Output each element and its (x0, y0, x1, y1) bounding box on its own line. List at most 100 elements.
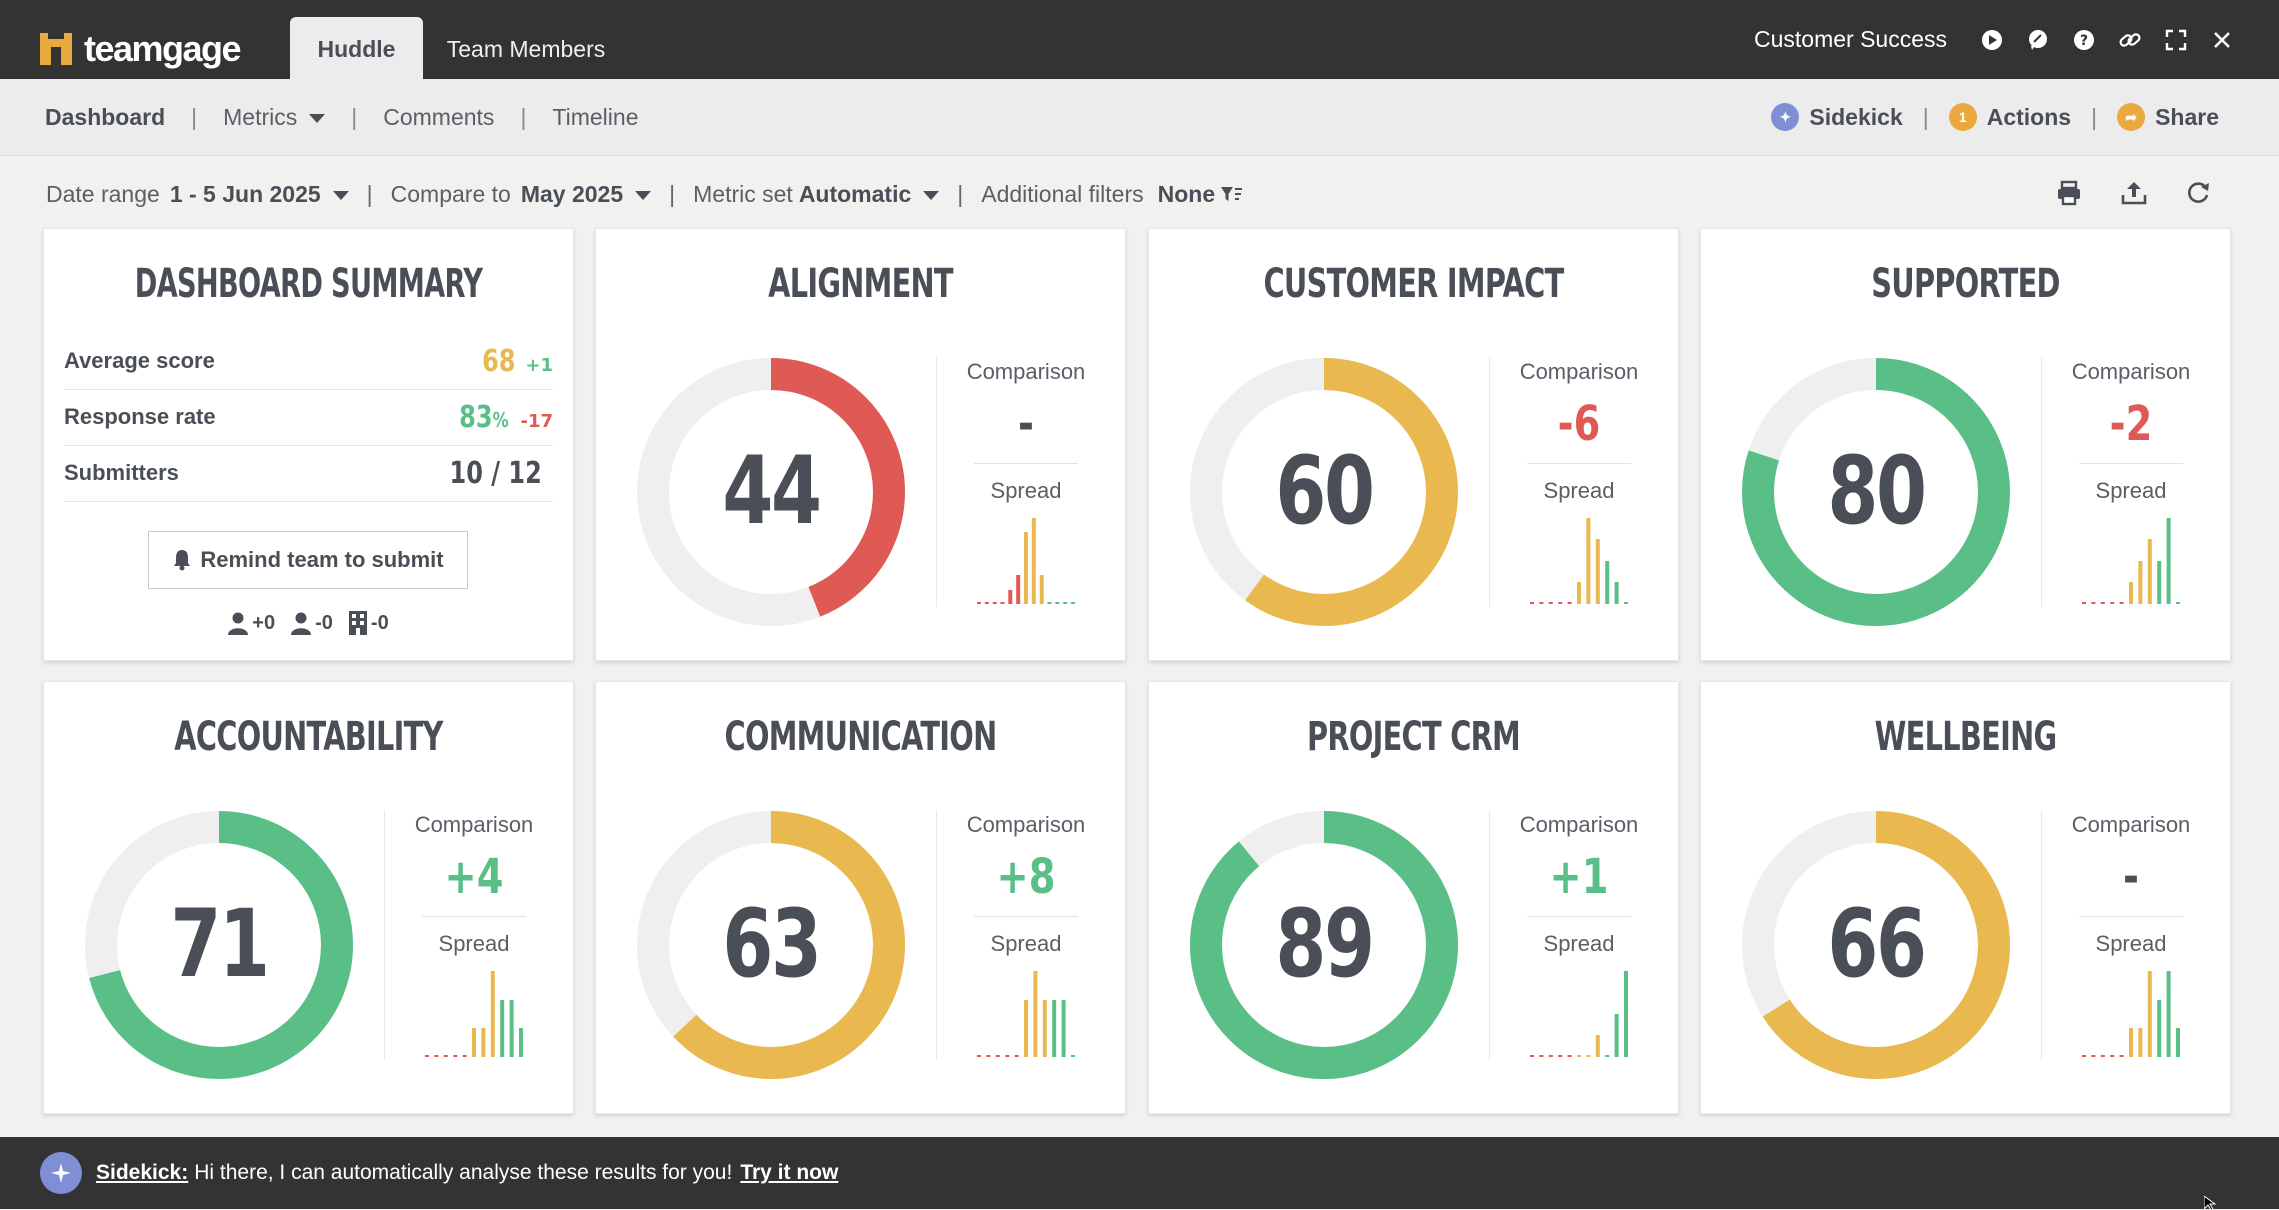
try-it-now-link[interactable]: Try it now (740, 1161, 839, 1184)
nav-dashboard[interactable]: Dashboard (45, 103, 166, 130)
card-divider (2041, 810, 2042, 1060)
spread-bar (1558, 602, 1563, 604)
metric-title: ACCOUNTABILITY (174, 714, 443, 760)
svg-text:?: ? (2080, 33, 2088, 49)
nav-comments[interactable]: Comments (383, 103, 495, 130)
submission-mini-stats: +0 -0 -0 (44, 611, 573, 635)
share-button[interactable]: ➦ Share (2117, 103, 2219, 131)
spread-bar (1586, 1055, 1591, 1057)
metric-card-alignment[interactable]: ALIGNMENT 44 Comparison - Spread (595, 228, 1126, 661)
chevron-down-icon (635, 190, 652, 200)
comparison-label: Comparison (1519, 812, 1639, 837)
spread-bar (977, 1055, 981, 1057)
spread-bar (977, 602, 981, 604)
tab-team-members[interactable]: Team Members (446, 36, 606, 62)
compare-label: Compare to (390, 180, 511, 207)
metric-card-project-crm[interactable]: PROJECT CRM 89 Comparison +1 Spread (1148, 681, 1679, 1114)
spread-bar (1614, 582, 1619, 604)
user-icon (291, 612, 312, 635)
fullscreen-icon[interactable] (2163, 27, 2189, 53)
print-icon[interactable] (2055, 179, 2083, 207)
tab-huddle[interactable]: Huddle (290, 17, 423, 79)
metric-card-wellbeing[interactable]: WELLBEING 66 Comparison - Spread (1700, 681, 2231, 1114)
spread-bar (1577, 582, 1581, 604)
score-donut (1742, 358, 2010, 626)
spread-bar (2138, 1028, 2143, 1057)
play-icon[interactable] (1979, 27, 2005, 53)
spread-bar (1033, 971, 1038, 1057)
additional-filters-select[interactable]: None (1144, 181, 1244, 208)
remind-team-button[interactable]: Remind team to submit (148, 531, 468, 589)
link-icon[interactable] (2117, 27, 2143, 53)
spread-bar (2119, 602, 2124, 604)
export-icon[interactable] (2120, 179, 2148, 207)
card-divider (384, 810, 385, 1060)
date-range-select[interactable]: 1 - 5 Jun 2025 (160, 181, 349, 208)
comparison-label: Comparison (2071, 812, 2191, 837)
spread-bar (2157, 561, 2162, 604)
date-range-value: 1 - 5 Jun 2025 (169, 180, 321, 207)
donut-arc (1742, 811, 2010, 1079)
building-icon (348, 611, 367, 635)
comparison-panel: Comparison - Spread (2066, 812, 2196, 1057)
metric-card-customer-impact[interactable]: CUSTOMER IMPACT 60 Comparison -6 Spread (1148, 228, 1679, 661)
spread-bar (1005, 1055, 1010, 1057)
spread-bar (1055, 602, 1060, 604)
card-divider (936, 810, 937, 1060)
nav-separator: | (2091, 103, 2098, 130)
refresh-icon[interactable] (2184, 179, 2212, 207)
spread-bar (2100, 1055, 2105, 1057)
chat-icon[interactable] (2025, 27, 2051, 53)
mini-stat-value: -0 (370, 611, 389, 634)
donut-arc (1190, 358, 1458, 626)
comparison-label: Comparison (1519, 359, 1639, 384)
sidekick-button[interactable]: ✦ Sidekick (1771, 103, 1903, 131)
score-donut (1190, 811, 1458, 1079)
compare-select[interactable]: May 2025 (511, 181, 652, 208)
sidekick-banner-name[interactable]: Sidekick: (96, 1161, 189, 1184)
close-icon[interactable] (2209, 27, 2235, 53)
average-score-delta: +1 (525, 354, 553, 376)
comparison-value: +4 (422, 838, 526, 917)
metric-card-accountability[interactable]: ACCOUNTABILITY 71 Comparison +4 Spread (43, 681, 574, 1114)
actions-button[interactable]: 1 Actions (1948, 103, 2071, 131)
nav-separator: | (1922, 103, 1929, 130)
submitters-value: 10 / 12 (449, 455, 542, 491)
nav-timeline[interactable]: Timeline (552, 103, 639, 130)
nav-metrics[interactable]: Metrics (223, 103, 326, 131)
spread-bar (995, 1055, 1000, 1057)
nav-metrics-label: Metrics (223, 103, 298, 130)
metric-score: 89 (1275, 890, 1375, 999)
spread-bar (1530, 602, 1534, 604)
spread-bar (2157, 1000, 2162, 1057)
metric-set-select[interactable]: Automatic (793, 181, 940, 208)
spread-bar (2082, 602, 2086, 604)
spread-bar (2129, 582, 2133, 604)
comparison-value: - (974, 385, 1078, 464)
spread-bar (425, 1055, 429, 1057)
spread-bar (1605, 1055, 1610, 1057)
spread-bar (1016, 575, 1021, 604)
comparison-label: Comparison (966, 812, 1086, 837)
spread-bar (2110, 1055, 2115, 1057)
summary-row-average-score: Average score 68 +1 (64, 333, 553, 390)
spread-bar (434, 1055, 439, 1057)
metric-score: 66 (1827, 890, 1927, 999)
bell-icon (174, 550, 191, 571)
donut-arc (637, 811, 905, 1079)
app-logo[interactable]: teamgage (40, 28, 242, 70)
spread-bar (1031, 518, 1036, 604)
spread-chart (1530, 971, 1628, 1057)
metric-card-communication[interactable]: COMMUNICATION 63 Comparison +8 Spread (595, 681, 1126, 1114)
comparison-panel: Comparison +1 Spread (1514, 812, 1644, 1057)
spread-bar (500, 1000, 505, 1057)
metric-title: COMMUNICATION (724, 714, 998, 760)
help-icon[interactable]: ? (2071, 27, 2097, 53)
spread-bar (1558, 1055, 1563, 1057)
spread-bar (481, 1028, 486, 1057)
spread-bar (2082, 1055, 2086, 1057)
spread-bar (1052, 1000, 1057, 1057)
share-label: Share (2155, 103, 2219, 130)
metric-card-supported[interactable]: SUPPORTED 80 Comparison -2 Spread (1700, 228, 2231, 661)
chevron-down-icon (309, 113, 326, 123)
